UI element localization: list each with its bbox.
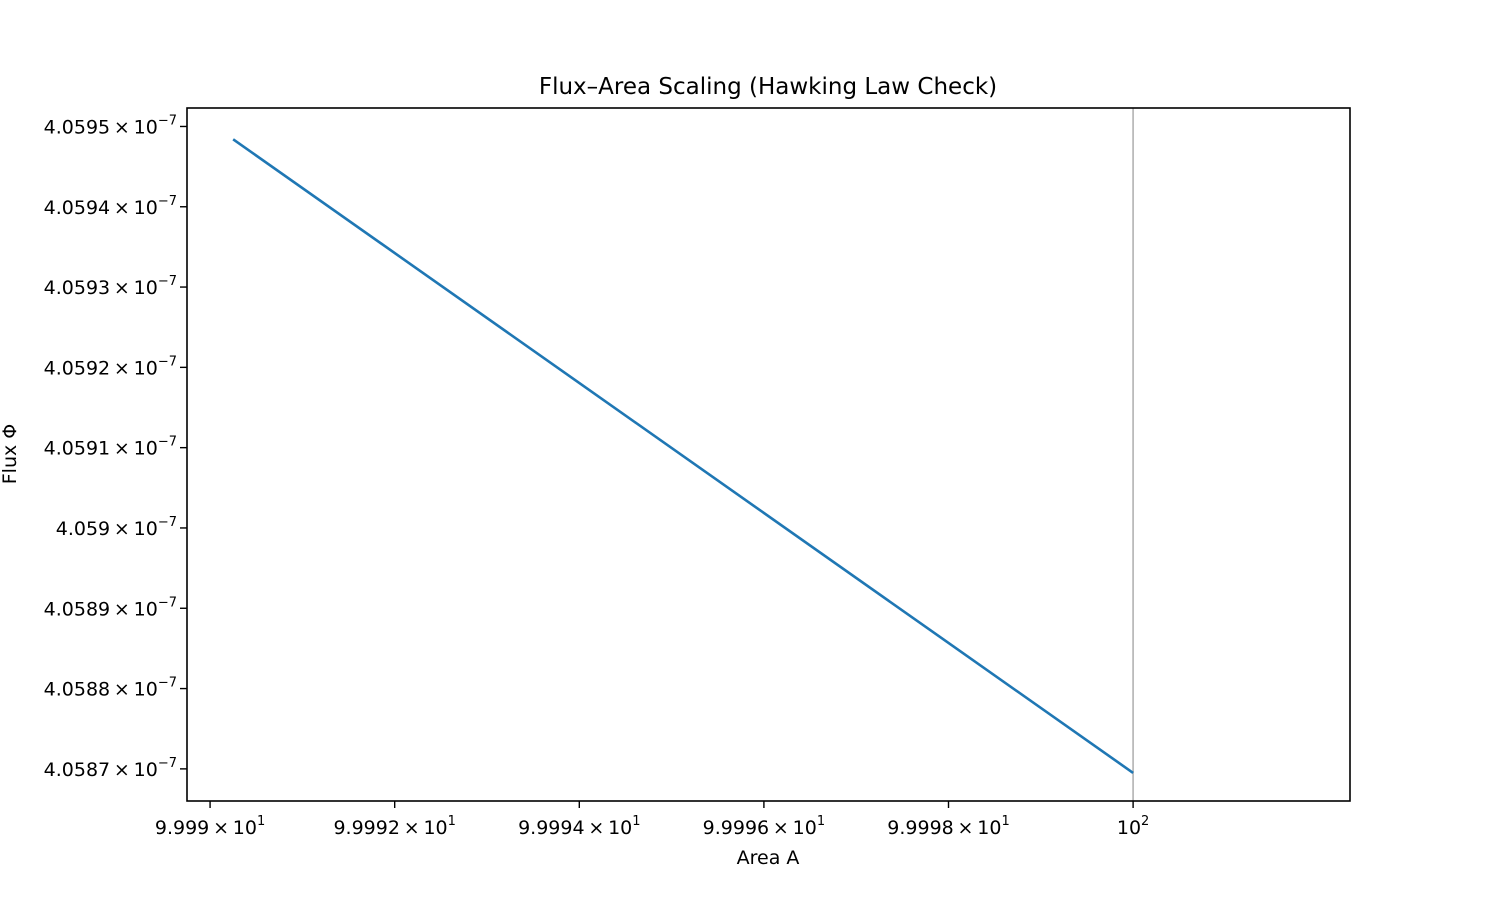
y-axis-ticks: 4.0595 × 10−7 4.0594 × 10−7 4.0593 × 10−7 4… [44, 113, 187, 781]
chart-title: Flux–Area Scaling (Hawking Law Check) [539, 74, 997, 100]
y-tick-label: 4.0592 × 10−7 [44, 354, 177, 379]
y-tick-label: 4.0593 × 10−7 [44, 274, 177, 299]
plot-area [186, 107, 1351, 802]
x-tick-label: 9.999 × 101 [155, 814, 265, 839]
y-tick-label: 4.059 × 10−7 [56, 515, 177, 540]
x-axis-ticks: 9.999 × 101 9.9992 × 101 9.9994 × 101 9.999… [155, 801, 1149, 839]
x-tick-label: 9.9992 × 101 [333, 814, 455, 839]
y-axis-label: Flux Φ [0, 424, 21, 485]
x-tick-label: 9.9994 × 101 [518, 814, 640, 839]
y-tick-label: 4.0595 × 10−7 [44, 113, 177, 138]
x-tick-label: 102 [1117, 814, 1149, 839]
axes-frame [186, 107, 1351, 802]
series-line-0 [232, 138, 1134, 774]
y-tick-label: 4.0589 × 10−7 [44, 595, 177, 620]
y-tick-label: 4.0594 × 10−7 [44, 194, 177, 219]
y-tick-label: 4.0591 × 10−7 [44, 435, 177, 460]
x-tick-label: 9.9996 × 101 [703, 814, 825, 839]
y-tick-label: 4.0587 × 10−7 [44, 756, 177, 781]
y-tick-label: 4.0588 × 10−7 [44, 676, 177, 701]
x-tick-label: 9.9998 × 101 [887, 814, 1009, 839]
x-axis-label: Area A [737, 847, 800, 869]
